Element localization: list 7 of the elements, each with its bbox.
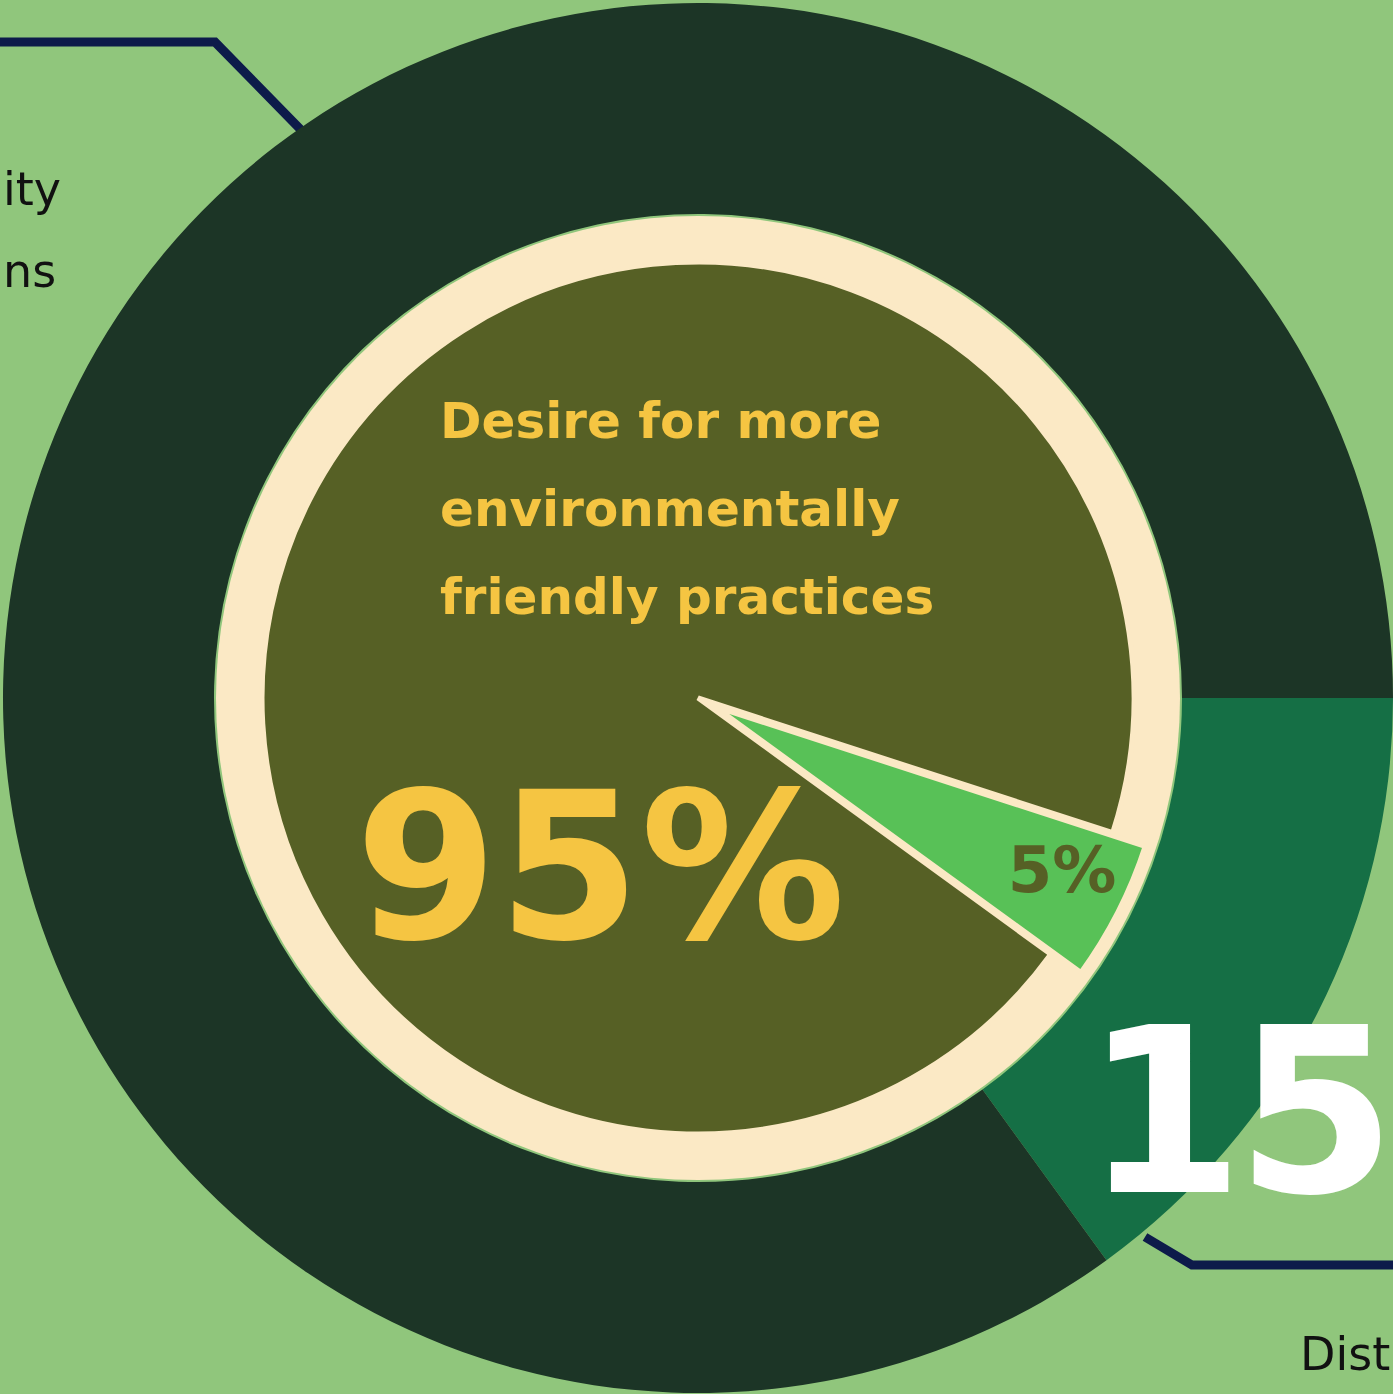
data-label: 15 [1083,979,1388,1246]
data-label: 5% [1007,833,1117,907]
text: ity [3,162,62,216]
text: ns [3,244,57,298]
slice-label: Desire for more environmentally friendly practices [440,392,935,626]
data-label: 95% [355,748,846,986]
text: Dist [1300,1327,1391,1381]
